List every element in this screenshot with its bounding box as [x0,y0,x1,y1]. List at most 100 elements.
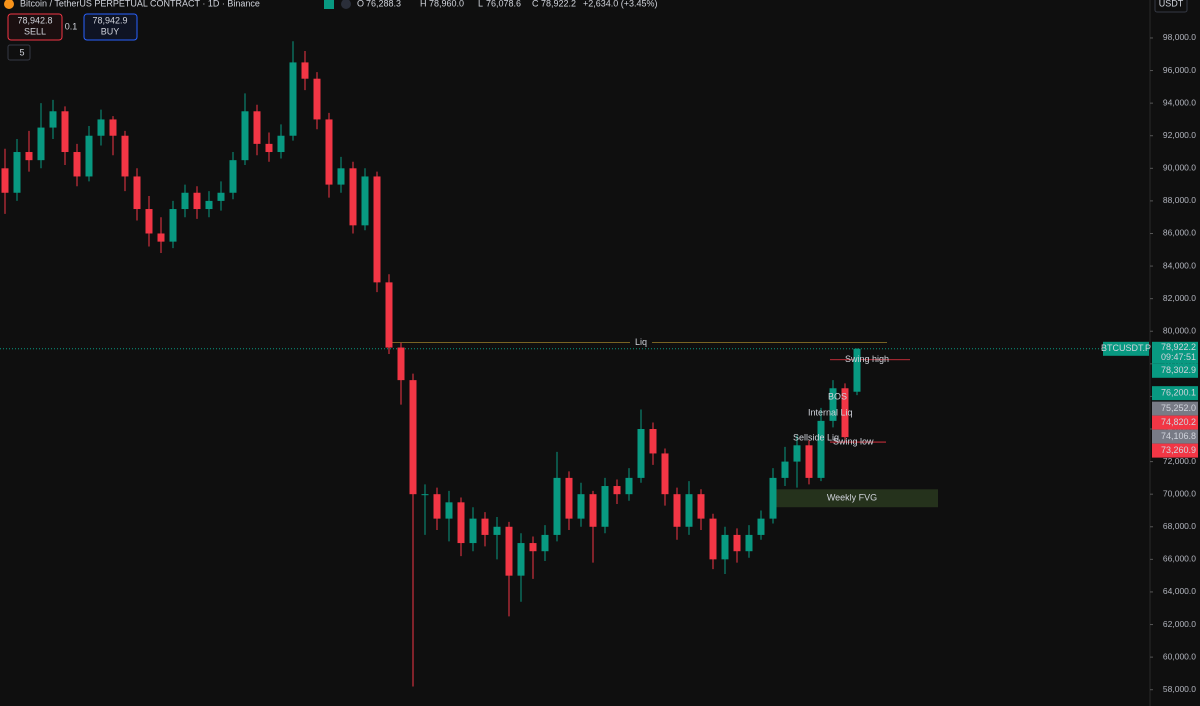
y-tick-label: 90,000.0 [1163,163,1196,173]
candle-body [565,477,573,519]
price-tag [1152,429,1198,444]
candle-body [181,192,189,210]
c-value: 78,922.2 [541,0,576,8]
sell-label: SELL [24,26,46,36]
candle-body [457,502,465,544]
y-tick-label: 60,000.0 [1163,651,1196,661]
candle-body [709,518,717,560]
price-tag-label: 78,302.9 [1161,365,1196,375]
bos-label: BOS [828,391,847,401]
y-tick-label: 84,000.0 [1163,260,1196,270]
candle-body [781,461,789,478]
y-tick-label: 86,000.0 [1163,228,1196,238]
candle-body [721,534,729,560]
h-label: H [420,0,427,8]
candle-body [553,477,561,535]
candle-body [109,119,117,136]
candle-body [685,494,693,527]
candle-body [601,486,609,527]
candle-body [697,494,705,519]
symbol-tag [1103,341,1149,356]
y-tick-label: 98,000.0 [1163,32,1196,42]
sellside-liq-label: Sellside Liq [793,432,839,442]
h-value: 78,960.0 [429,0,464,8]
candle-body [13,152,21,193]
candle-body [793,445,801,462]
candle-body [589,494,597,527]
symbol: Bitcoin / TetherUS PERPETUAL CONTRACT · … [20,0,260,8]
current-price-tag [1152,341,1198,364]
candle-body [289,62,297,136]
y-tick-label: 58,000.0 [1163,684,1196,694]
y-tick-label: 88,000.0 [1163,195,1196,205]
candle-body [229,160,237,193]
indicators-toggle[interactable] [7,44,31,61]
candle-body [733,534,741,552]
currency: USDT [1159,0,1184,8]
candle-body [253,111,261,144]
fvg-label: Weekly FVG [827,493,877,503]
price-tag [1152,415,1198,430]
candle-body [265,143,273,153]
candle-body [805,445,813,478]
countdown: 09:47:51 [1161,352,1196,362]
price-tag-label: 75,252.0 [1161,403,1196,413]
candle-body [745,534,753,552]
candle-body [829,388,837,421]
candle-body [49,111,57,128]
candle-body [97,119,105,136]
candle-body [325,119,333,185]
candle-body [157,233,165,242]
price-tag [1152,363,1198,378]
y-tick-label: 62,000.0 [1163,619,1196,629]
y-tick-label: 94,000.0 [1163,97,1196,107]
candle-body [361,176,369,226]
candle-body [649,429,657,454]
liq-label: Liq [635,337,647,347]
candle-body [277,135,285,153]
price-tag [1152,443,1198,458]
candle-body [37,127,45,161]
candle-body [661,453,669,495]
change: +2,634.0 (+3.45%) [583,0,658,8]
swing-low-label: Swing low [833,436,874,446]
candle-body [853,348,861,392]
candle-body [61,111,69,153]
sell-price: 78,942.8 [17,15,52,25]
currency-button[interactable] [1154,0,1188,13]
candle-body [349,168,357,226]
sell-button[interactable] [7,13,63,41]
candle-body [673,494,681,527]
l-label: L [478,0,483,8]
price-tag [1152,401,1198,416]
candle-body [769,477,777,519]
price-tag-label: 73,260.9 [1161,445,1196,455]
y-tick-label: 68,000.0 [1163,521,1196,531]
flag-icon [324,0,334,9]
y-tick-label: 66,000.0 [1163,554,1196,564]
y-tick-label: 82,000.0 [1163,293,1196,303]
price-tag [1152,386,1198,401]
header: Bitcoin / TetherUS PERPETUAL CONTRACT · … [4,0,658,9]
indicators-count: 5 [19,47,24,57]
candle-body [817,420,825,478]
quantity: 0.1 [65,21,78,31]
candle-body [241,111,249,161]
buy-button[interactable] [83,13,138,41]
candles [1,41,861,687]
candle-body [625,477,633,495]
candle-body [397,347,405,381]
candle-body [25,152,33,161]
y-tick-label: 72,000.0 [1163,456,1196,466]
buy-label: BUY [101,26,120,36]
candle-body [637,429,645,478]
candle-body [421,494,429,496]
y-tick-label: 96,000.0 [1163,65,1196,75]
candle-body [613,486,621,495]
eye-icon[interactable] [341,0,351,9]
y-tick-label: 80,000.0 [1163,325,1196,335]
buy-price: 78,942.9 [92,15,127,25]
candle-body [313,78,321,120]
